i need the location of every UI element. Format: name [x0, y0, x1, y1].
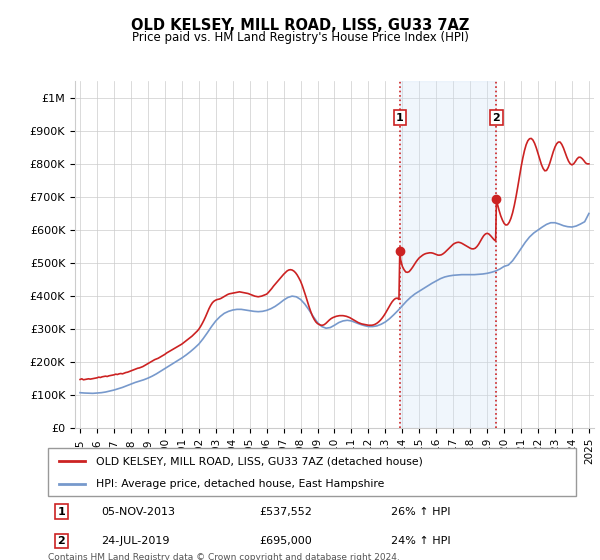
Text: £695,000: £695,000: [259, 536, 312, 546]
Text: 05-NOV-2013: 05-NOV-2013: [101, 507, 175, 517]
Text: OLD KELSEY, MILL ROAD, LISS, GU33 7AZ (detached house): OLD KELSEY, MILL ROAD, LISS, GU33 7AZ (d…: [95, 456, 422, 466]
Text: 1: 1: [396, 113, 404, 123]
Text: 24% ↑ HPI: 24% ↑ HPI: [391, 536, 451, 546]
Text: OLD KELSEY, MILL ROAD, LISS, GU33 7AZ: OLD KELSEY, MILL ROAD, LISS, GU33 7AZ: [131, 18, 469, 33]
Text: Contains HM Land Registry data © Crown copyright and database right 2024.
This d: Contains HM Land Registry data © Crown c…: [48, 553, 400, 560]
Bar: [400, 81, 496, 428]
Text: 2: 2: [58, 536, 65, 546]
Text: £537,552: £537,552: [259, 507, 312, 517]
Text: 26% ↑ HPI: 26% ↑ HPI: [391, 507, 451, 517]
Text: 24-JUL-2019: 24-JUL-2019: [101, 536, 169, 546]
Text: HPI: Average price, detached house, East Hampshire: HPI: Average price, detached house, East…: [95, 479, 384, 489]
Text: 1: 1: [58, 507, 65, 517]
Text: Price paid vs. HM Land Registry's House Price Index (HPI): Price paid vs. HM Land Registry's House …: [131, 31, 469, 44]
Text: 2: 2: [493, 113, 500, 123]
